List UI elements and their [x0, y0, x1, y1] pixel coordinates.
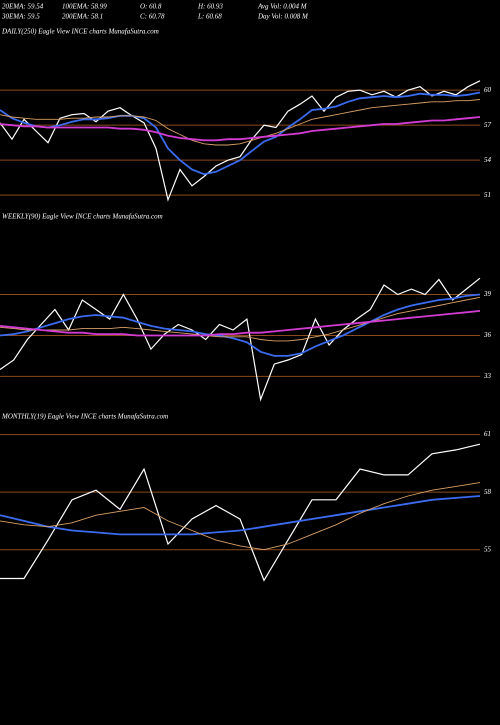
header-stat: C: 60.78	[140, 13, 165, 21]
header-stat: 20EMA: 59.54	[2, 3, 44, 11]
series-line	[0, 482, 481, 551]
y-tick-label: 39	[483, 290, 492, 298]
series-line	[0, 293, 481, 357]
series-line	[0, 80, 481, 202]
series-line	[0, 99, 481, 146]
y-tick-label: 58	[484, 488, 492, 496]
series-line	[0, 277, 481, 402]
series-line	[0, 443, 481, 582]
header-stat: 30EMA: 59.5	[1, 13, 40, 21]
series-line	[0, 296, 481, 342]
header-stat: O: 60.8	[140, 3, 162, 11]
header-stat: Avg Vol: 0.004 M	[257, 3, 308, 11]
header-stat: 100EMA: 58.99	[62, 3, 107, 11]
series-line	[0, 310, 481, 337]
series-line	[0, 495, 481, 536]
panel-title: MONTHLY(19) Eagle View INCE charts Munaf…	[1, 413, 168, 421]
y-tick-label: 61	[484, 430, 491, 438]
y-tick-label: 51	[484, 191, 491, 199]
y-tick-label: 60	[484, 86, 492, 94]
y-tick-label: 36	[483, 331, 492, 339]
series-line	[0, 91, 481, 176]
panel-title: DAILY(250) Eagle View INCE charts Munafa…	[1, 28, 159, 36]
header-stat: H: 60.93	[197, 3, 223, 11]
y-tick-label: 57	[484, 121, 492, 129]
header-stat: Day Vol: 0.008 M	[257, 13, 309, 21]
header-stat: 200EMA: 58.1	[62, 13, 103, 21]
header-stat: L: 60.68	[197, 13, 222, 21]
y-tick-label: 54	[484, 156, 492, 164]
series-line	[0, 116, 481, 142]
y-tick-label: 55	[484, 545, 492, 553]
y-tick-label: 33	[483, 372, 492, 380]
panel-title: WEEKLY(90) Eagle View INCE charts Munafa…	[2, 213, 163, 221]
